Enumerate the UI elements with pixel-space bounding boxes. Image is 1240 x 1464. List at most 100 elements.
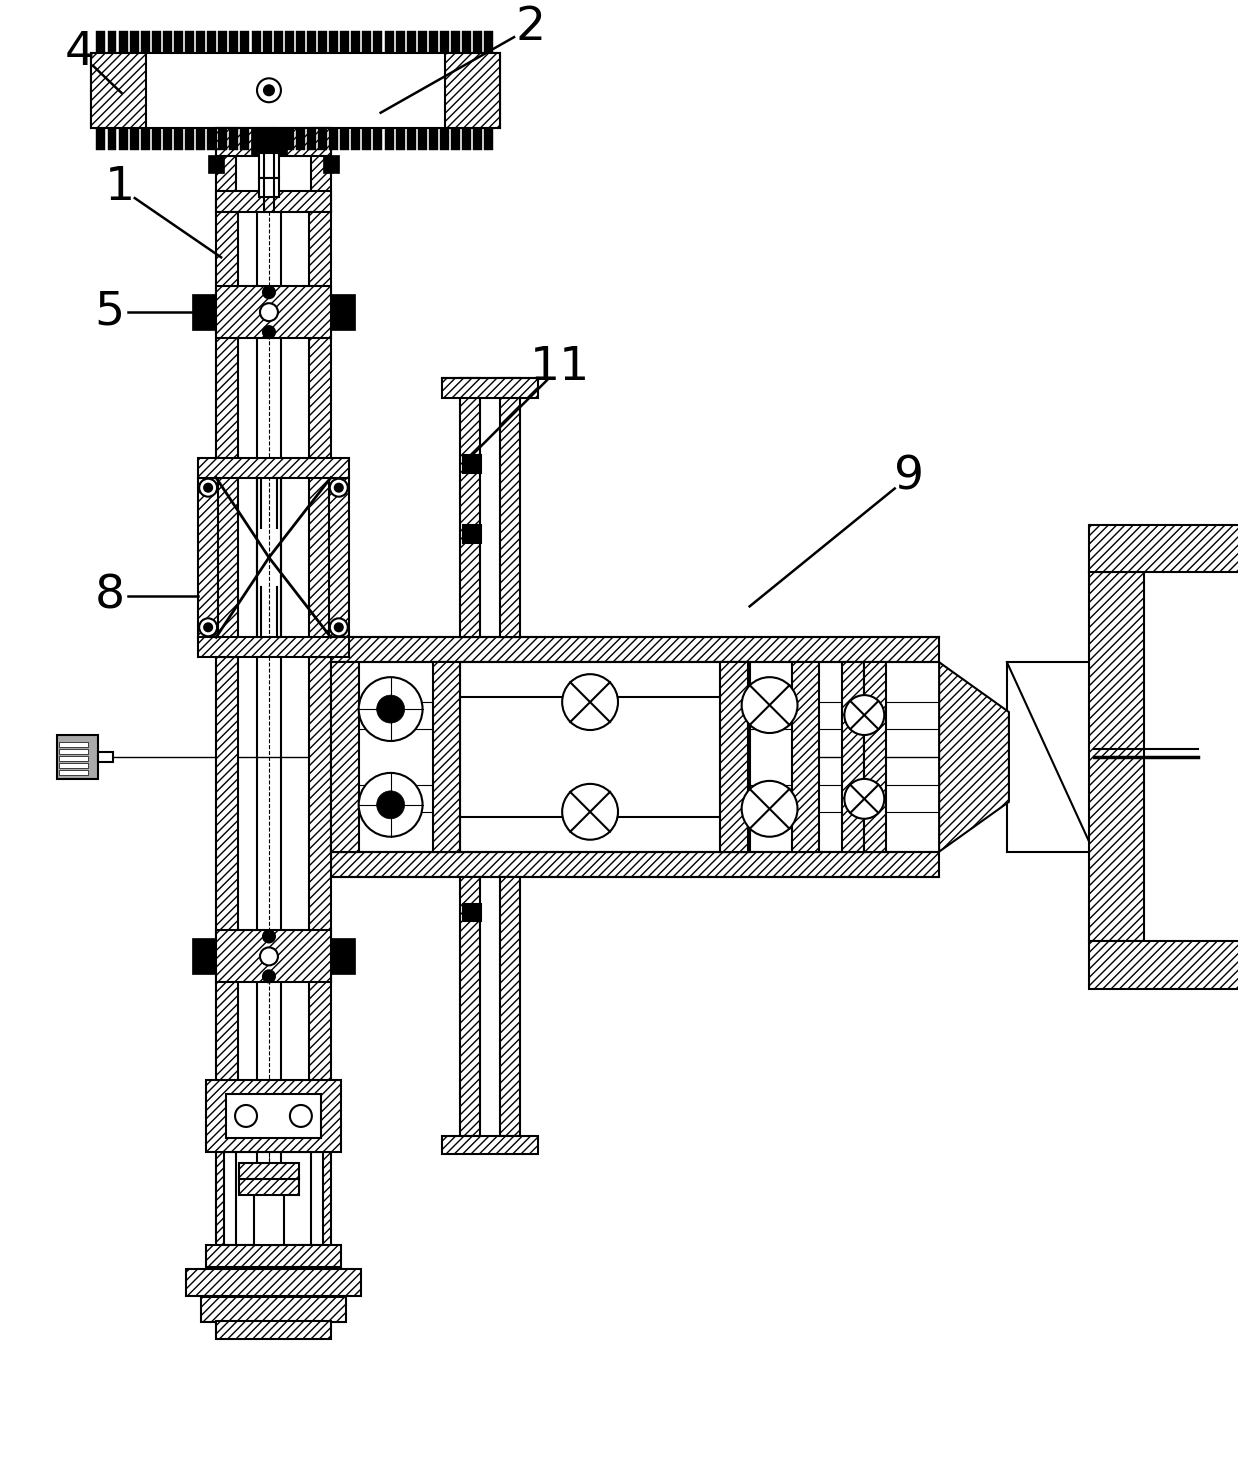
Bar xyxy=(362,127,371,149)
Bar xyxy=(57,735,98,779)
Bar xyxy=(460,877,480,1136)
Bar xyxy=(186,1268,361,1297)
Bar xyxy=(216,287,331,338)
Circle shape xyxy=(844,695,884,735)
Bar xyxy=(329,127,339,149)
Circle shape xyxy=(263,971,275,982)
Circle shape xyxy=(200,618,217,637)
Bar xyxy=(218,127,227,149)
Bar xyxy=(58,763,88,769)
Circle shape xyxy=(263,326,275,338)
Circle shape xyxy=(205,483,212,492)
Bar xyxy=(285,31,294,53)
Bar xyxy=(162,127,172,149)
Bar xyxy=(317,127,327,149)
Text: 9: 9 xyxy=(894,454,924,499)
Bar xyxy=(418,31,427,53)
Bar xyxy=(407,127,415,149)
Bar xyxy=(842,662,864,852)
Bar xyxy=(174,31,184,53)
Bar xyxy=(226,1094,321,1138)
Circle shape xyxy=(205,624,212,631)
Bar xyxy=(358,662,433,852)
Bar xyxy=(474,31,482,53)
Bar xyxy=(429,31,438,53)
Bar xyxy=(418,127,427,149)
Bar xyxy=(445,53,500,127)
Circle shape xyxy=(263,287,275,299)
Circle shape xyxy=(358,678,423,741)
Bar xyxy=(309,212,331,657)
Bar xyxy=(748,662,791,852)
Bar xyxy=(236,155,311,190)
Bar xyxy=(308,31,316,53)
Bar xyxy=(451,127,460,149)
Circle shape xyxy=(562,783,618,840)
Text: 8: 8 xyxy=(94,574,124,619)
Bar xyxy=(500,378,521,637)
Circle shape xyxy=(257,78,281,102)
Bar xyxy=(429,127,438,149)
Bar xyxy=(864,662,887,852)
Circle shape xyxy=(263,931,275,943)
Bar xyxy=(443,378,538,398)
Bar xyxy=(98,752,113,761)
Bar xyxy=(58,750,88,754)
Bar xyxy=(130,127,139,149)
Bar xyxy=(259,152,279,177)
Circle shape xyxy=(236,1105,257,1127)
Bar xyxy=(485,31,494,53)
Bar xyxy=(207,127,216,149)
Bar xyxy=(216,127,331,155)
Circle shape xyxy=(742,678,797,733)
Bar xyxy=(331,938,355,975)
Bar xyxy=(373,31,382,53)
Bar xyxy=(1007,662,1094,852)
Bar xyxy=(141,127,150,149)
Bar xyxy=(241,127,249,149)
Circle shape xyxy=(260,303,278,321)
Bar xyxy=(185,127,195,149)
Circle shape xyxy=(377,791,404,818)
Bar xyxy=(464,455,481,473)
Bar xyxy=(440,31,449,53)
Polygon shape xyxy=(939,662,1009,852)
Bar xyxy=(322,155,339,173)
Bar xyxy=(58,742,88,747)
Bar xyxy=(206,1080,341,1152)
Bar xyxy=(216,212,238,657)
Circle shape xyxy=(742,780,797,837)
Bar xyxy=(196,127,205,149)
Bar xyxy=(151,31,161,53)
Bar xyxy=(331,852,939,877)
Bar xyxy=(218,31,227,53)
Bar xyxy=(351,31,361,53)
Text: 5: 5 xyxy=(94,290,124,335)
Bar xyxy=(92,53,500,127)
Bar xyxy=(216,931,331,982)
Bar xyxy=(224,1152,322,1244)
Bar xyxy=(97,31,105,53)
Bar xyxy=(311,127,331,212)
Bar xyxy=(296,127,305,149)
Circle shape xyxy=(377,695,404,723)
Bar xyxy=(174,127,184,149)
Circle shape xyxy=(335,624,342,631)
Bar xyxy=(463,127,471,149)
Circle shape xyxy=(358,773,423,837)
Bar xyxy=(274,31,283,53)
Circle shape xyxy=(335,483,342,492)
Bar xyxy=(250,127,286,155)
Bar xyxy=(1089,572,1143,941)
Circle shape xyxy=(264,85,274,95)
Bar xyxy=(407,31,415,53)
Bar xyxy=(791,662,820,852)
Bar xyxy=(1089,941,1240,990)
Bar xyxy=(229,31,238,53)
Bar xyxy=(185,31,195,53)
Bar xyxy=(331,662,358,852)
Bar xyxy=(259,177,279,198)
Bar xyxy=(373,127,382,149)
Bar xyxy=(216,190,331,212)
Bar xyxy=(58,755,88,761)
